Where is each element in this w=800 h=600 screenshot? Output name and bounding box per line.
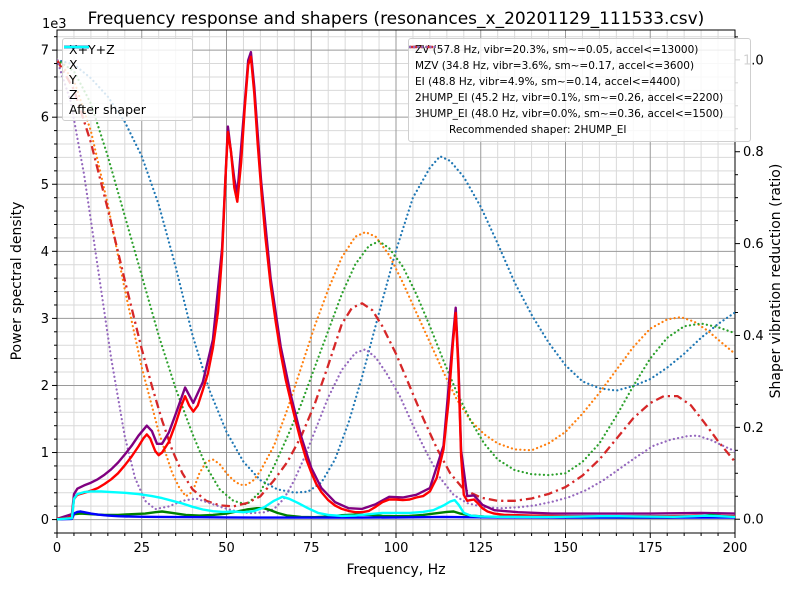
- series-x: [57, 55, 735, 521]
- series-3hump-ei: [57, 58, 735, 515]
- tick-label: 6: [41, 111, 49, 126]
- legend-item-label: X: [69, 57, 78, 72]
- legend-item: MZV (34.8 Hz, vibr=3.6%, sm~=0.17, accel…: [409, 45, 743, 74]
- legend-item-label: Z: [69, 87, 78, 102]
- legend-shapers: ZV (57.8 Hz, vibr=20.3%, sm~=0.05, accel…: [408, 38, 751, 142]
- tick-label: 175: [638, 541, 663, 556]
- legend-item: After shaper: [64, 45, 185, 117]
- series-mzv: [57, 58, 735, 498]
- y-axis-offset-text: 1e3: [42, 17, 67, 32]
- legend-item: ZV (57.8 Hz, vibr=20.3%, sm~=0.05, accel…: [409, 42, 743, 58]
- y-axis-left-label: Power spectral density: [9, 201, 25, 361]
- legend-item-label: 3HUMP_EI (48.0 Hz, vibr=0.0%, sm~=0.36, …: [415, 108, 724, 120]
- series-2hump-ei: [57, 59, 735, 508]
- tick-label: 5: [41, 178, 49, 193]
- tick-label: 1: [41, 446, 49, 461]
- recommended-shaper-text: Recommended shaper: 2HUMP_EI: [449, 124, 627, 136]
- tick-label: 0.0: [743, 513, 764, 528]
- series-after-shaper: [57, 490, 735, 521]
- tick-label: 125: [468, 541, 493, 556]
- tick-label: 0.2: [743, 421, 764, 436]
- legend-item-label: X+Y+Z: [69, 42, 115, 57]
- tick-label: 2: [41, 379, 49, 394]
- chart-title: Frequency response and shapers (resonanc…: [87, 9, 705, 29]
- tick-label: 0: [41, 513, 49, 528]
- tick-label: 7: [41, 44, 49, 59]
- legend-item: X: [64, 45, 185, 72]
- legend-line-swatch: [64, 45, 89, 49]
- legend-item: EI (48.8 Hz, vibr=4.9%, sm~=0.14, accel<…: [409, 45, 743, 90]
- tick-label: 100: [384, 541, 409, 556]
- tick-label: 4: [41, 245, 49, 260]
- legend-item-label: 2HUMP_EI (45.2 Hz, vibr=0.1%, sm~=0.26, …: [415, 92, 724, 104]
- tick-label: 50: [218, 541, 235, 556]
- legend-item: 3HUMP_EI (48.0 Hz, vibr=0.0%, sm~=0.36, …: [409, 45, 743, 122]
- legend-line-swatch: [409, 45, 436, 49]
- legend-item-label: Y: [69, 72, 77, 87]
- tick-label: 0.8: [743, 145, 764, 160]
- legend-item-label: MZV (34.8 Hz, vibr=3.6%, sm~=0.17, accel…: [415, 60, 695, 72]
- x-axis-label: Frequency, Hz: [346, 562, 446, 578]
- tick-label: 150: [553, 541, 578, 556]
- legend-item: 2HUMP_EI (45.2 Hz, vibr=0.1%, sm~=0.26, …: [410, 45, 743, 106]
- series-ei: [57, 58, 735, 506]
- legend-item-label: EI (48.8 Hz, vibr=4.9%, sm~=0.14, accel<…: [415, 76, 681, 88]
- tick-label: 75: [303, 541, 320, 556]
- legend-item-label: After shaper: [69, 102, 146, 117]
- tick-label: 0.6: [743, 237, 764, 252]
- tick-label: 3: [41, 312, 49, 327]
- legend-item-label: ZV (57.8 Hz, vibr=20.3%, sm~=0.05, accel…: [415, 44, 699, 56]
- legend-item: Y: [64, 45, 185, 87]
- y-axis-right-label: Shaper vibration reduction (ratio): [768, 163, 784, 399]
- tick-label: 0: [53, 541, 61, 556]
- series-zv: [57, 58, 735, 494]
- legend-psd: X+Y+Z X Y Z After shaper: [62, 38, 193, 121]
- legend-item: Z: [64, 45, 185, 102]
- tick-label: 200: [723, 541, 748, 556]
- tick-label: 0.4: [743, 329, 764, 344]
- legend-recommendation: Recommended shaper: 2HUMP_EI: [415, 122, 743, 138]
- tick-label: 25: [133, 541, 150, 556]
